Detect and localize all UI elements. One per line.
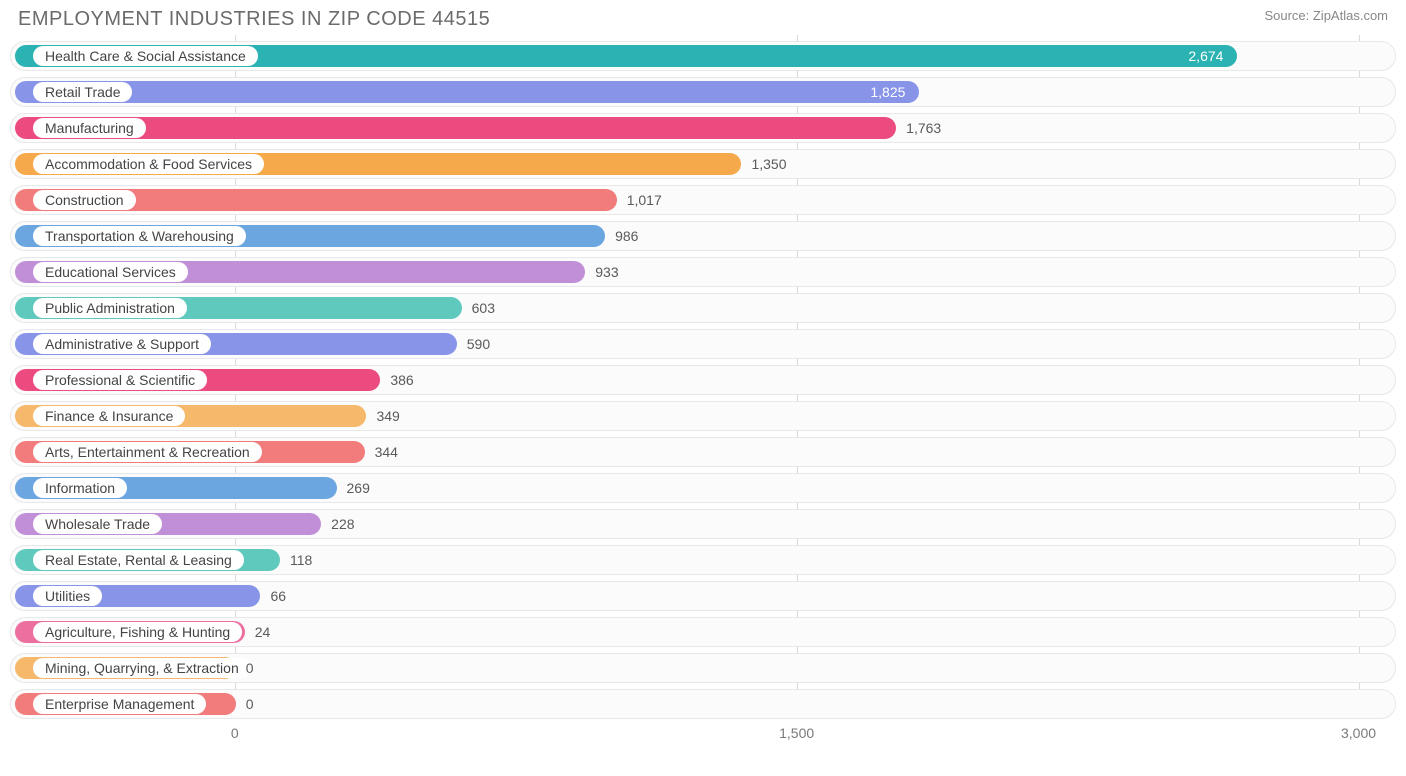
category-label: Professional & Scientific bbox=[33, 370, 207, 390]
bar bbox=[15, 117, 896, 139]
bar-row: Enterprise Management 0 bbox=[10, 689, 1396, 719]
bar-row: Real Estate, Rental & Leasing 118 bbox=[10, 545, 1396, 575]
value-label: 1,350 bbox=[751, 156, 786, 172]
bar-row: Wholesale Trade 228 bbox=[10, 509, 1396, 539]
category-label: Enterprise Management bbox=[33, 694, 206, 714]
value-label: 1,017 bbox=[627, 192, 662, 208]
axis-tick: 1,500 bbox=[779, 725, 814, 741]
bar-row: Educational Services 933 bbox=[10, 257, 1396, 287]
value-label: 24 bbox=[255, 624, 271, 640]
category-label: Wholesale Trade bbox=[33, 514, 162, 534]
bar-row: Information 269 bbox=[10, 473, 1396, 503]
category-label: Manufacturing bbox=[33, 118, 146, 138]
category-label: Utilities bbox=[33, 586, 102, 606]
bar-row: Mining, Quarrying, & Extraction0 bbox=[10, 653, 1396, 683]
bar-chart: Health Care & Social Assistance 2,674 Reta… bbox=[10, 35, 1396, 719]
value-label: 349 bbox=[376, 408, 399, 424]
value-label: 344 bbox=[375, 444, 398, 460]
category-label: Transportation & Warehousing bbox=[33, 226, 246, 246]
bar-row: Health Care & Social Assistance 2,674 bbox=[10, 41, 1396, 71]
category-label: Real Estate, Rental & Leasing bbox=[33, 550, 244, 570]
bar-row: Professional & Scientific 386 bbox=[10, 365, 1396, 395]
category-label: Retail Trade bbox=[33, 82, 132, 102]
category-label: Accommodation & Food Services bbox=[33, 154, 264, 174]
bar-row: Construction 1,017 bbox=[10, 185, 1396, 215]
category-label: Information bbox=[33, 478, 127, 498]
value-label: 2,674 bbox=[1188, 48, 1223, 64]
bar-row: Utilities 66 bbox=[10, 581, 1396, 611]
bar-row: Arts, Entertainment & Recreation 344 bbox=[10, 437, 1396, 467]
bar-row: Agriculture, Fishing & Hunting 24 bbox=[10, 617, 1396, 647]
bar-row: Manufacturing 1,763 bbox=[10, 113, 1396, 143]
chart-title: EMPLOYMENT INDUSTRIES IN ZIP CODE 44515 bbox=[18, 8, 490, 31]
axis-tick: 0 bbox=[231, 725, 239, 741]
value-label: 1,825 bbox=[870, 84, 905, 100]
category-label: Agriculture, Fishing & Hunting bbox=[33, 622, 242, 642]
value-label: 1,763 bbox=[906, 120, 941, 136]
bar-row: Accommodation & Food Services 1,350 bbox=[10, 149, 1396, 179]
bar-row: Finance & Insurance 349 bbox=[10, 401, 1396, 431]
category-label: Public Administration bbox=[33, 298, 187, 318]
axis-tick: 3,000 bbox=[1341, 725, 1376, 741]
value-label: 118 bbox=[290, 552, 312, 568]
bar-row: Administrative & Support 590 bbox=[10, 329, 1396, 359]
bar-row: Public Administration 603 bbox=[10, 293, 1396, 323]
value-label: 269 bbox=[347, 480, 370, 496]
value-label: 386 bbox=[390, 372, 413, 388]
value-label: 590 bbox=[467, 336, 490, 352]
value-label: 933 bbox=[595, 264, 618, 280]
value-label: 228 bbox=[331, 516, 354, 532]
chart-source: Source: ZipAtlas.com bbox=[1264, 8, 1388, 23]
bar-row: Retail Trade 1,825 bbox=[10, 77, 1396, 107]
chart-header: EMPLOYMENT INDUSTRIES IN ZIP CODE 44515 … bbox=[0, 0, 1406, 35]
category-label: Construction bbox=[33, 190, 136, 210]
x-axis: 0 1,500 3,000 bbox=[10, 725, 1396, 749]
category-label: Finance & Insurance bbox=[33, 406, 185, 426]
value-label: 986 bbox=[615, 228, 638, 244]
category-label: Health Care & Social Assistance bbox=[33, 46, 258, 66]
category-label: Administrative & Support bbox=[33, 334, 211, 354]
bar-row: Transportation & Warehousing 986 bbox=[10, 221, 1396, 251]
chart-area: Health Care & Social Assistance 2,674 Reta… bbox=[10, 35, 1396, 749]
value-label: 0 bbox=[246, 660, 254, 676]
value-label: 603 bbox=[472, 300, 495, 316]
category-label: Arts, Entertainment & Recreation bbox=[33, 442, 262, 462]
value-label: 66 bbox=[270, 588, 286, 604]
category-label: Educational Services bbox=[33, 262, 188, 282]
value-label: 0 bbox=[246, 696, 254, 712]
bar bbox=[15, 81, 919, 103]
category-label: Mining, Quarrying, & Extraction bbox=[33, 658, 251, 678]
